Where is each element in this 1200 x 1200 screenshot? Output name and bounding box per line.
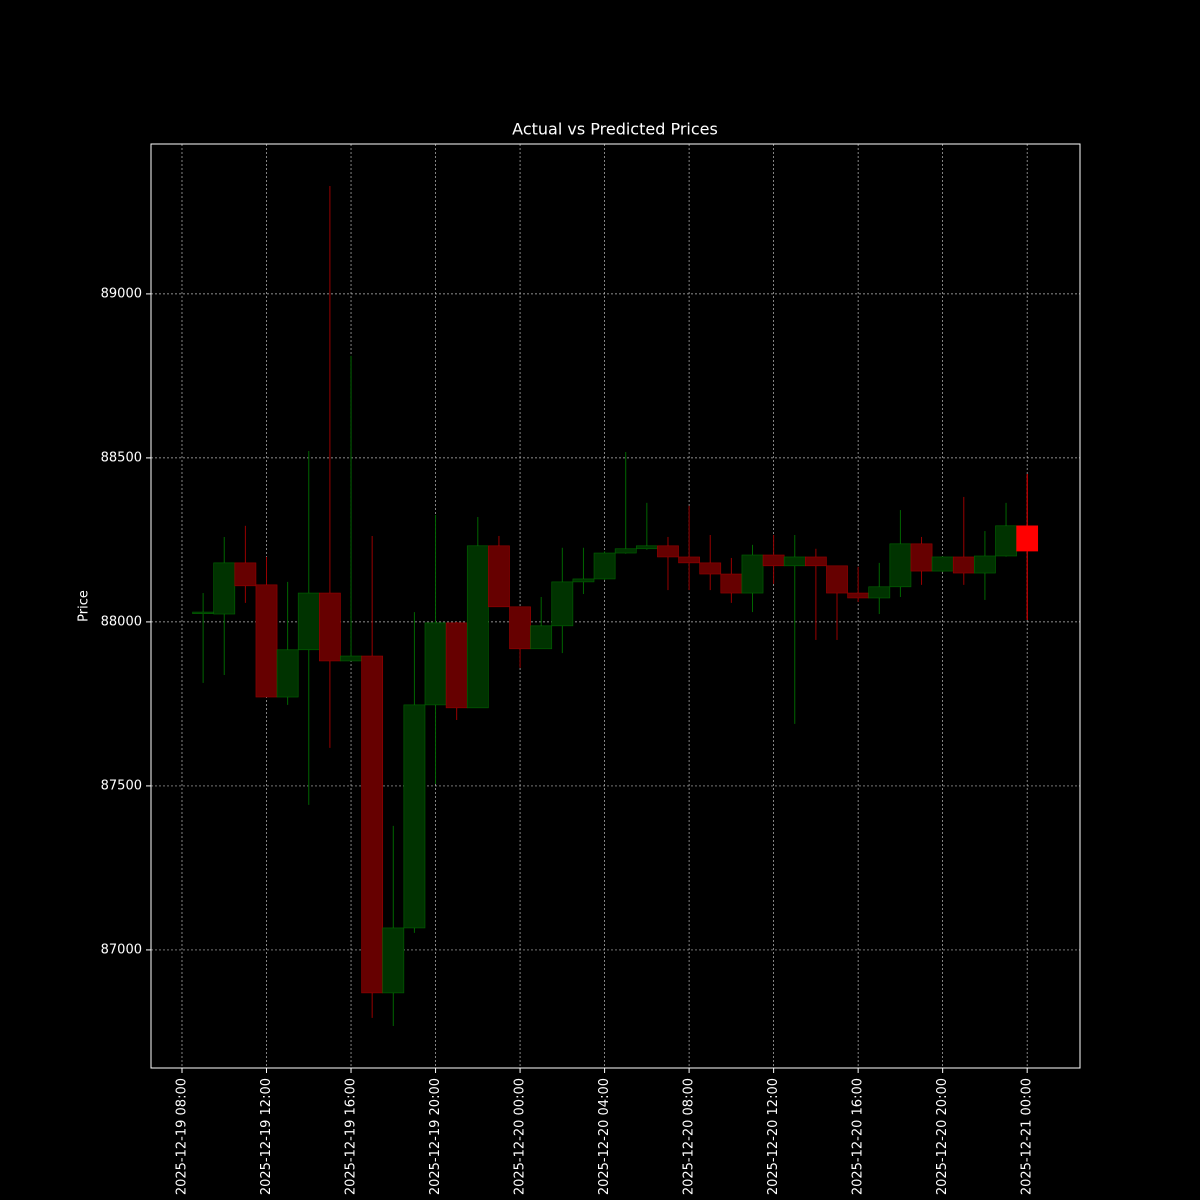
y-tick-label: 89000: [101, 286, 142, 301]
candle-body: [593, 552, 616, 580]
candle-body: [826, 565, 848, 594]
candle-body: [762, 554, 785, 567]
candle-body: [466, 545, 489, 709]
candle-body: [805, 556, 827, 567]
candle-body: [445, 622, 468, 709]
candle-body: [952, 556, 975, 574]
x-tick-label: 2025-12-20 16:00: [851, 1078, 866, 1195]
x-tick-label: 2025-12-19 16:00: [344, 1078, 359, 1195]
candle-body: [255, 584, 278, 698]
chart-title: Actual vs Predicted Prices: [512, 120, 718, 139]
candle-body: [297, 592, 320, 651]
candle-body: [361, 655, 384, 994]
x-tick-label: 2025-12-19 08:00: [174, 1078, 189, 1195]
candle-body: [635, 545, 658, 550]
y-tick-label: 88500: [101, 450, 142, 465]
candle-body: [720, 573, 743, 594]
candle-body: [741, 554, 764, 594]
candle-body: [276, 649, 299, 698]
candle-body: [931, 556, 954, 572]
candle-body: [403, 704, 426, 929]
candle-body: [551, 581, 574, 627]
x-tick-label: 2025-12-19 20:00: [428, 1078, 443, 1195]
x-tick-label: 2025-12-20 00:00: [513, 1078, 528, 1195]
candle-body: [340, 655, 362, 662]
candle-body: [699, 562, 722, 575]
candle-body: [614, 548, 637, 554]
y-axis-label: Price: [77, 590, 92, 622]
candle-body: [678, 556, 700, 564]
x-tick-label: 2025-12-19 12:00: [259, 1078, 274, 1195]
candle-body: [995, 525, 1017, 557]
candle-body: [319, 592, 341, 662]
candle-body: [424, 622, 447, 706]
x-tick-label: 2025-12-20 20:00: [935, 1078, 950, 1195]
candle-body: [974, 555, 996, 574]
y-tick-label: 87000: [101, 942, 142, 957]
candle-body: [192, 611, 214, 615]
candle-body: [530, 625, 553, 650]
y-tick-label: 88000: [101, 614, 142, 629]
y-tick-label: 87500: [101, 778, 142, 793]
candle-body: [213, 562, 236, 615]
x-tick-label: 2025-12-21 00:00: [1020, 1078, 1035, 1195]
x-tick-label: 2025-12-20 12:00: [766, 1078, 781, 1195]
candle-body: [910, 543, 933, 572]
x-tick-label: 2025-12-20 08:00: [682, 1078, 697, 1195]
candle-body: [889, 543, 912, 588]
candle-body: [783, 556, 806, 567]
candle-body: [382, 927, 405, 994]
plot-frame: [150, 143, 1081, 1069]
candle-body: [657, 545, 679, 558]
candle-body: [1016, 525, 1039, 552]
candle-body: [488, 545, 510, 608]
candle-body: [234, 562, 257, 587]
candle-body: [868, 586, 891, 599]
candle-body: [509, 606, 531, 650]
candle-body: [572, 578, 595, 583]
x-tick-label: 2025-12-20 04:00: [597, 1078, 612, 1195]
candle-body: [847, 592, 870, 599]
